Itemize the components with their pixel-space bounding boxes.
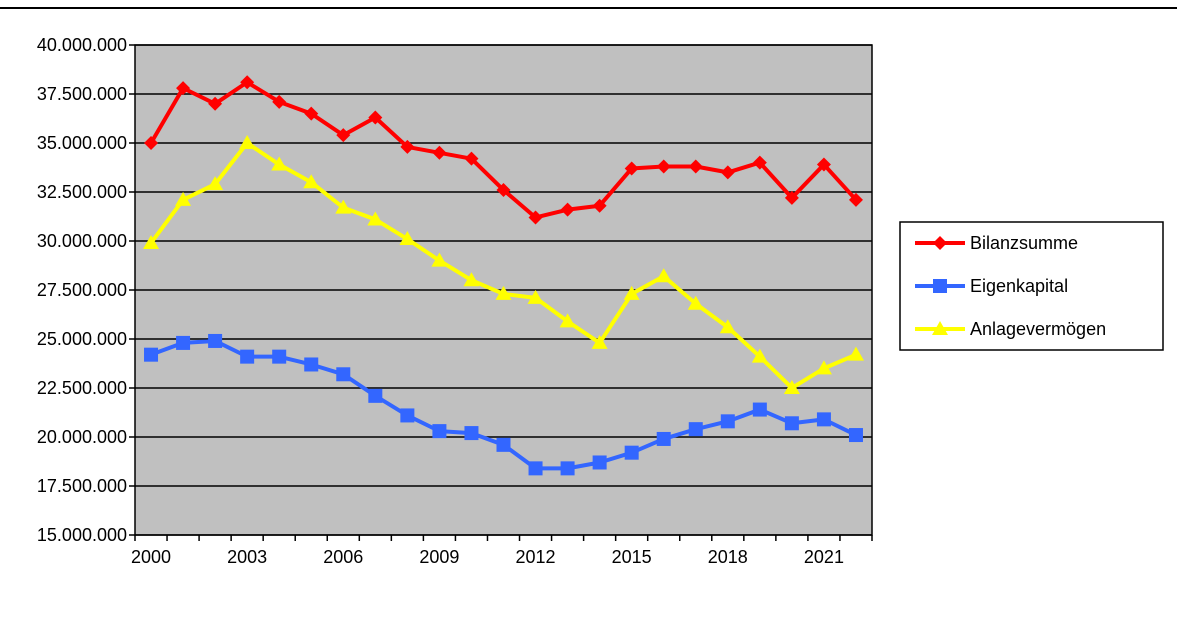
marker (495, 285, 512, 300)
marker (559, 313, 576, 328)
marker (464, 151, 479, 166)
y-tick-label: 37.500.000 (37, 84, 127, 104)
marker (623, 285, 640, 300)
marker (848, 192, 863, 207)
marker (336, 128, 351, 143)
marker (303, 174, 320, 189)
marker (208, 333, 223, 348)
y-tick-label: 15.000.000 (37, 525, 127, 545)
marker (656, 431, 671, 446)
marker (815, 360, 832, 375)
legend-label: Eigenkapital (970, 276, 1068, 296)
marker (687, 295, 704, 310)
marker (176, 335, 191, 350)
marker (528, 461, 543, 476)
y-tick-label: 22.500.000 (37, 378, 127, 398)
marker (592, 455, 607, 470)
marker (784, 416, 799, 431)
marker (688, 159, 703, 174)
y-tick-label: 27.500.000 (37, 280, 127, 300)
marker (496, 183, 511, 198)
marker (464, 426, 479, 441)
marker (752, 155, 767, 170)
x-tick-label: 2012 (516, 547, 556, 567)
x-tick-label: 2021 (804, 547, 844, 567)
marker (143, 234, 160, 249)
marker (816, 412, 831, 427)
marker (272, 349, 287, 364)
marker (432, 424, 447, 439)
y-tick-label: 35.000.000 (37, 133, 127, 153)
marker (688, 422, 703, 437)
marker (624, 445, 639, 460)
marker (176, 81, 191, 96)
marker (432, 145, 447, 160)
marker (848, 428, 863, 443)
marker (496, 437, 511, 452)
marker (560, 202, 575, 217)
marker (144, 136, 159, 150)
marker (431, 252, 448, 267)
marker (591, 334, 608, 349)
marker (463, 272, 480, 287)
marker (624, 161, 639, 176)
marker (933, 236, 947, 250)
marker (207, 176, 224, 191)
marker (336, 367, 351, 382)
marker (933, 279, 947, 293)
marker (239, 135, 256, 149)
legend-label: Bilanzsumme (970, 233, 1078, 253)
x-tick-label: 2015 (612, 547, 652, 567)
y-tick-label: 20.000.000 (37, 427, 127, 447)
marker (272, 94, 287, 109)
plot-border (134, 44, 873, 536)
legend-label: Anlagevermögen (970, 319, 1106, 339)
marker (304, 106, 319, 121)
marker (816, 157, 831, 172)
marker (304, 357, 319, 372)
marker (655, 268, 672, 283)
marker (368, 388, 383, 403)
marker (399, 231, 416, 246)
marker (719, 319, 736, 334)
x-tick-label: 2018 (708, 547, 748, 567)
marker (720, 165, 735, 180)
x-tick-label: 2009 (419, 547, 459, 567)
marker (847, 346, 864, 361)
y-tick-label: 25.000.000 (37, 329, 127, 349)
marker (368, 110, 383, 125)
marker (784, 190, 799, 205)
x-tick-label: 2006 (323, 547, 363, 567)
marker (527, 289, 544, 304)
y-tick-label: 30.000.000 (37, 231, 127, 251)
marker (271, 156, 288, 171)
marker (752, 402, 767, 417)
marker (751, 348, 768, 363)
marker (528, 210, 543, 225)
y-tick-label: 40.000.000 (37, 35, 127, 55)
y-tick-label: 17.500.000 (37, 476, 127, 496)
marker (720, 414, 735, 429)
marker (175, 191, 192, 206)
marker (400, 408, 415, 423)
x-tick-label: 2003 (227, 547, 267, 567)
x-tick-label: 2000 (131, 547, 171, 567)
marker (932, 321, 948, 335)
marker (335, 199, 352, 214)
marker (560, 461, 575, 476)
marker (144, 347, 159, 362)
marker (592, 198, 607, 213)
marker (656, 159, 671, 174)
marker (783, 380, 800, 394)
marker (240, 75, 255, 90)
marker (208, 96, 223, 111)
marker (240, 349, 255, 364)
marker (400, 139, 415, 154)
marker (367, 211, 384, 226)
y-tick-label: 32.500.000 (37, 182, 127, 202)
